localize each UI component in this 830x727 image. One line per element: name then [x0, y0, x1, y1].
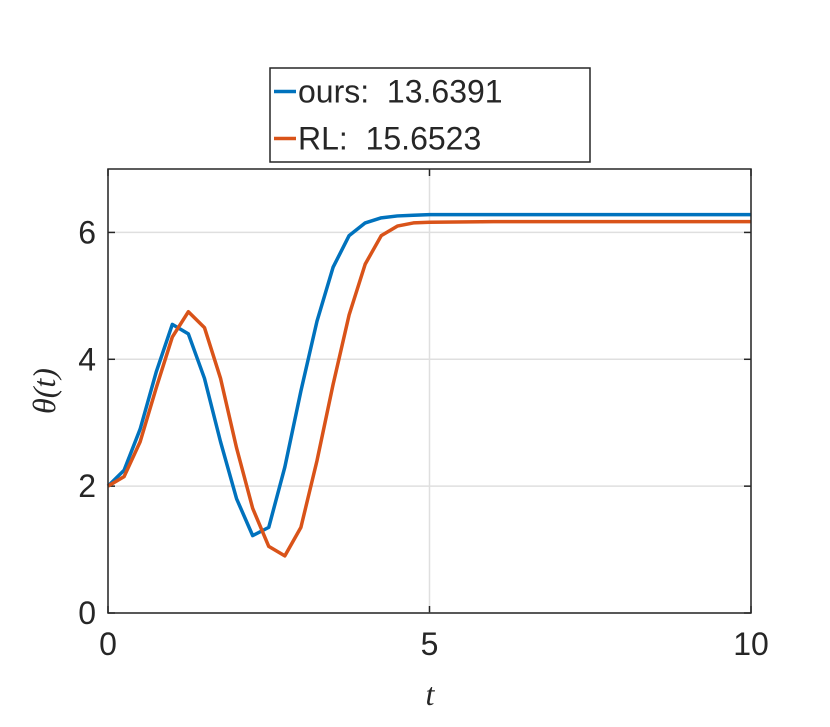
axes-box — [107, 168, 752, 614]
y-axis-label: θ(t) — [26, 368, 62, 414]
y-tick-label: 2 — [78, 468, 96, 504]
x-tick-label: 5 — [421, 626, 439, 662]
x-tick-label: 0 — [99, 626, 117, 662]
data-line — [107, 219, 751, 558]
data-line — [106, 212, 751, 538]
y-tick-label: 4 — [78, 341, 96, 377]
legend-box — [269, 67, 591, 163]
legend-label: RL: 15.6523 — [298, 121, 481, 157]
y-tick-label: 6 — [78, 214, 96, 250]
legend-label: ours: 13.6391 — [298, 74, 503, 110]
y-tick-label: 0 — [78, 595, 96, 631]
x-axis-label: t — [426, 676, 436, 712]
x-tick-label: 10 — [733, 626, 769, 662]
